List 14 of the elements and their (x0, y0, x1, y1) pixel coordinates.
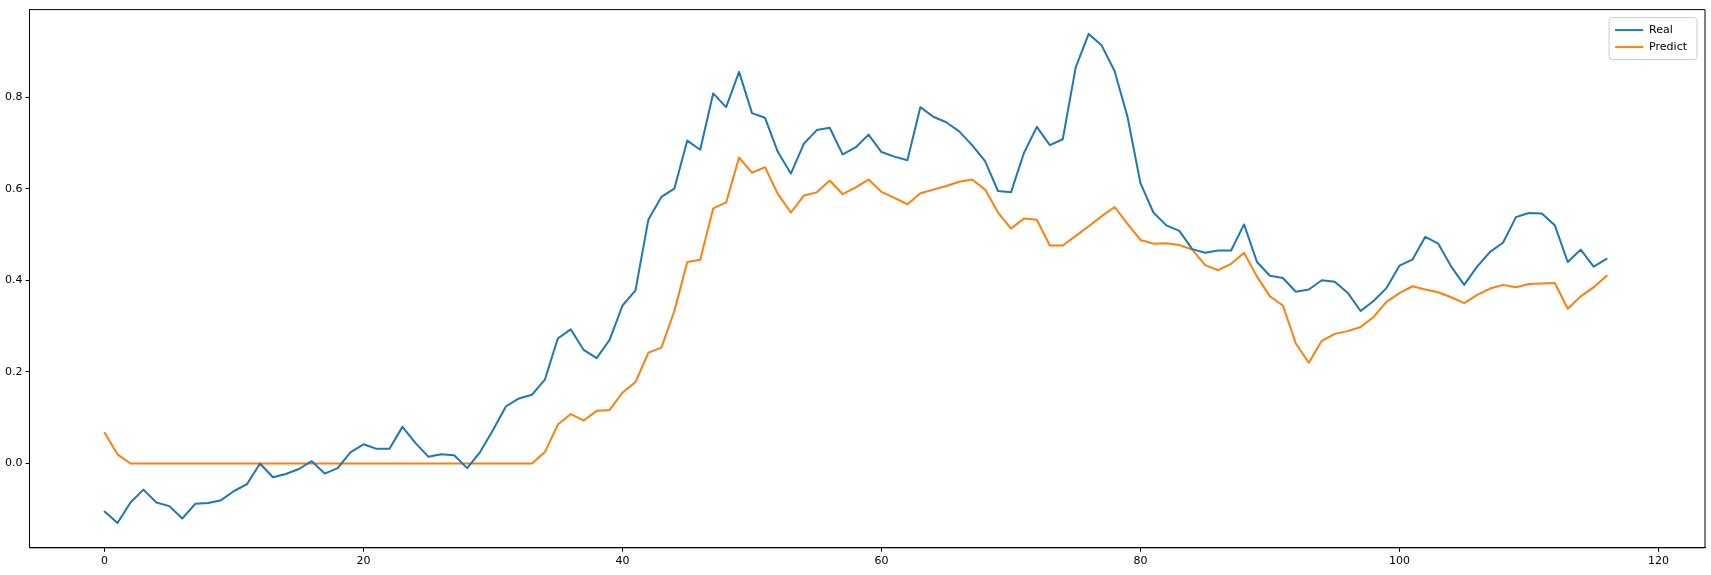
x-tick-label: 0 (101, 554, 109, 568)
x-tick-label: 20 (356, 554, 371, 568)
legend-label: Predict (1649, 39, 1688, 53)
legend-label: Real (1649, 22, 1673, 36)
x-tick-label: 40 (615, 554, 630, 568)
x-tick-label: 100 (1388, 554, 1410, 568)
y-tick-label: 0.2 (4, 364, 23, 378)
x-tick-label: 120 (1647, 554, 1669, 568)
y-tick-label: 0.0 (4, 456, 23, 470)
x-tick-label: 60 (874, 554, 889, 568)
y-tick-label: 0.4 (4, 273, 23, 287)
y-tick-label: 0.8 (4, 89, 23, 103)
y-tick-label: 0.6 (4, 181, 23, 195)
x-tick-label: 80 (1133, 554, 1148, 568)
